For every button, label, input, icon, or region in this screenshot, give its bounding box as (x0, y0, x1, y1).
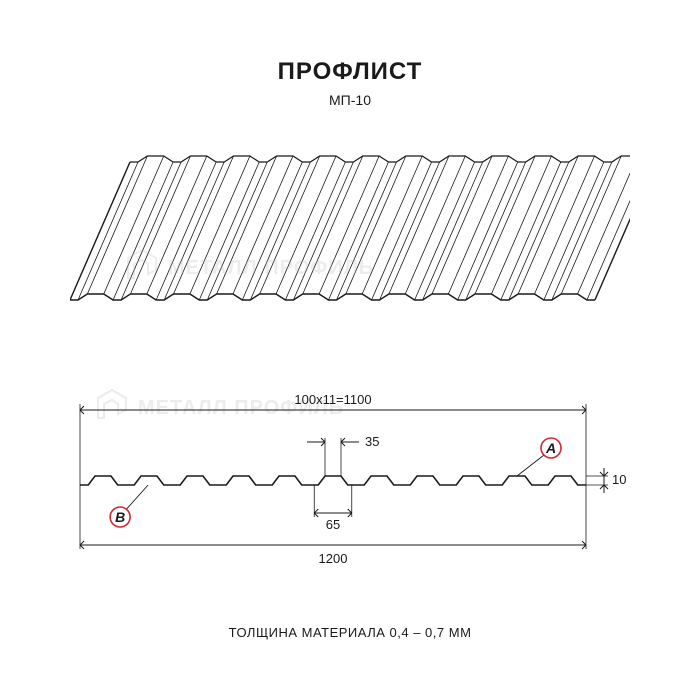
thickness-label: ТОЛЩИНА МАТЕРИАЛА 0,4 – 0,7 ММ (0, 625, 700, 640)
diagram-container: ПРОФЛИСТ МП-10 МЕТАЛЛ ПРОФИЛЬ МЕТАЛЛ ПРО… (0, 0, 700, 700)
title: ПРОФЛИСТ (0, 58, 700, 86)
svg-text:1200: 1200 (319, 551, 348, 566)
svg-text:35: 35 (365, 434, 379, 449)
perspective-view (70, 140, 630, 320)
cross-section-view: 100x11=1100 35 65 10 1200 A B (60, 380, 640, 580)
svg-text:10: 10 (612, 472, 626, 487)
svg-text:65: 65 (326, 517, 340, 532)
svg-text:100x11=1100: 100x11=1100 (294, 392, 371, 407)
svg-text:B: B (115, 509, 125, 525)
svg-text:A: A (545, 440, 556, 456)
subtitle: МП-10 (0, 92, 700, 108)
